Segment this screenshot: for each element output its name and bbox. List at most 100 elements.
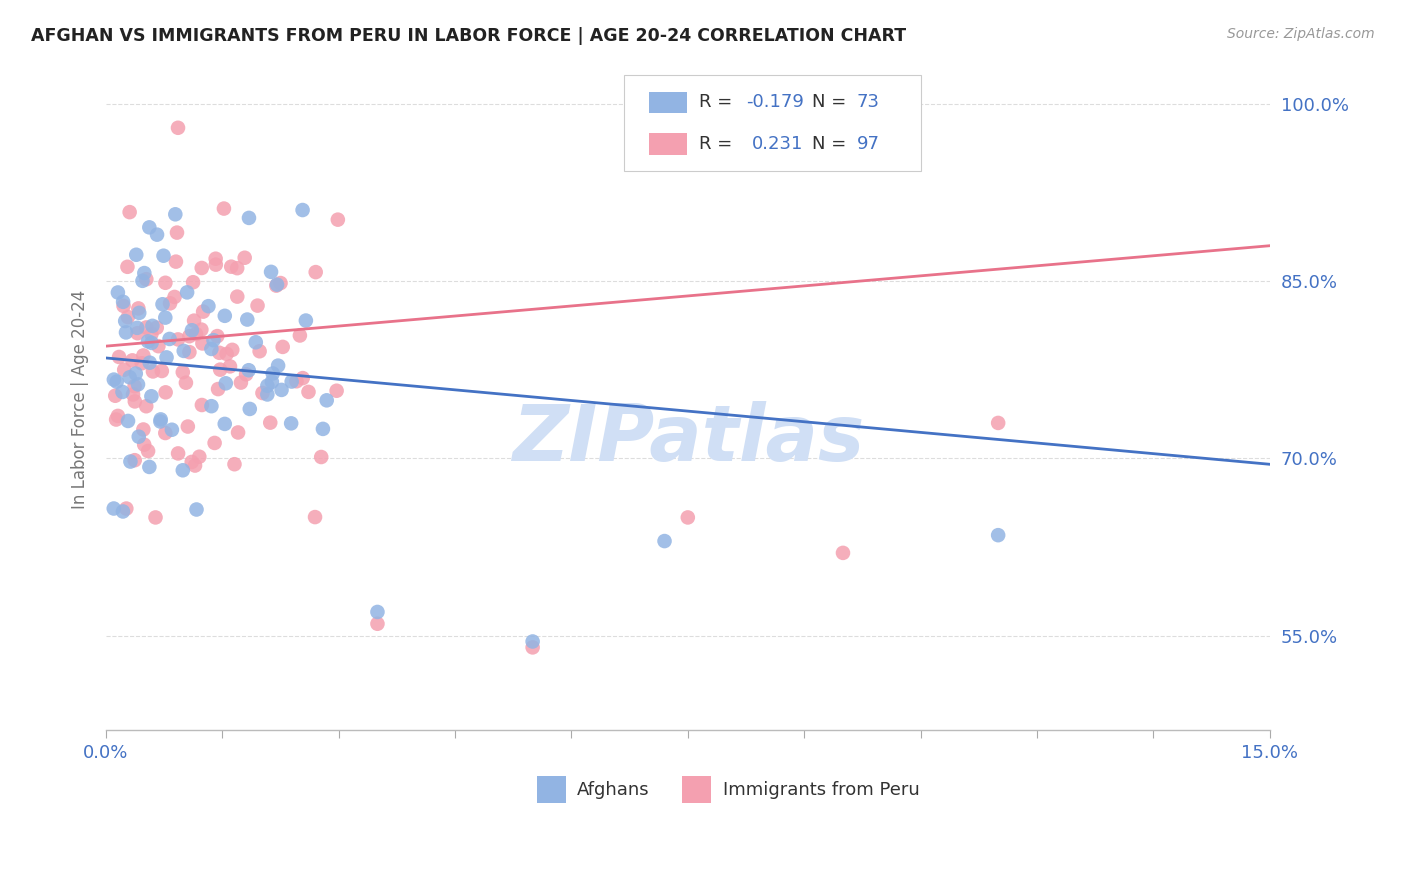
Point	[148, 339, 170, 353]
Point	[107, 285, 129, 300]
Point	[146, 227, 169, 242]
Text: 73: 73	[856, 94, 880, 112]
Point	[108, 350, 131, 364]
Point	[522, 634, 544, 648]
Point	[179, 329, 201, 343]
Point	[246, 299, 269, 313]
Point	[155, 276, 177, 290]
Point	[173, 343, 195, 358]
Point	[117, 260, 139, 274]
Point	[111, 384, 134, 399]
Point	[134, 266, 156, 280]
Point	[150, 364, 173, 378]
Point	[184, 458, 207, 473]
Point	[141, 318, 163, 333]
Point	[141, 327, 163, 342]
Point	[212, 202, 235, 216]
Point	[105, 375, 128, 389]
Point	[676, 510, 699, 524]
Text: N =: N =	[813, 94, 852, 112]
Point	[291, 371, 314, 385]
Point	[167, 333, 190, 347]
Point	[239, 401, 262, 416]
Point	[167, 120, 190, 135]
Point	[118, 205, 141, 219]
Point	[149, 412, 172, 426]
Point	[204, 252, 226, 266]
Point	[166, 226, 188, 240]
Point	[259, 416, 281, 430]
Point	[266, 278, 288, 293]
Point	[207, 382, 229, 396]
Point	[160, 423, 183, 437]
Point	[305, 265, 328, 279]
Point	[107, 409, 129, 423]
Point	[159, 332, 181, 346]
FancyBboxPatch shape	[624, 75, 921, 171]
Point	[183, 313, 205, 327]
Point	[270, 383, 292, 397]
Point	[120, 454, 142, 468]
Point	[132, 422, 155, 436]
Text: -0.179: -0.179	[747, 94, 804, 112]
Point	[238, 363, 260, 377]
Point	[138, 356, 160, 370]
Point	[131, 274, 153, 288]
Point	[186, 502, 208, 516]
Point	[215, 376, 238, 391]
Point	[134, 438, 156, 452]
Point	[245, 335, 267, 350]
Point	[236, 312, 259, 326]
Point	[121, 353, 143, 368]
Point	[167, 446, 190, 460]
Point	[295, 313, 318, 327]
Point	[135, 399, 157, 413]
Point	[285, 374, 308, 388]
Point	[165, 254, 187, 268]
Point	[522, 640, 544, 655]
Text: Afghans: Afghans	[578, 780, 650, 798]
Point	[125, 248, 148, 262]
Point	[155, 310, 177, 325]
Point	[155, 425, 177, 440]
Point	[138, 459, 160, 474]
Point	[256, 387, 278, 401]
Bar	[537, 776, 565, 803]
Point	[221, 343, 243, 357]
Text: Source: ZipAtlas.com: Source: ZipAtlas.com	[1227, 27, 1375, 41]
Point	[233, 251, 256, 265]
Point	[125, 367, 148, 381]
Bar	[650, 133, 686, 154]
Point	[832, 546, 855, 560]
Point	[132, 348, 155, 362]
Point	[252, 386, 274, 401]
Point	[312, 422, 335, 436]
Point	[174, 376, 197, 390]
Point	[987, 416, 1010, 430]
Point	[280, 417, 302, 431]
Point	[131, 356, 153, 370]
Point	[127, 377, 149, 392]
Bar	[682, 776, 711, 803]
Point	[115, 326, 138, 340]
Point	[181, 275, 204, 289]
Point	[179, 345, 201, 359]
Point	[235, 368, 257, 382]
Point	[280, 375, 302, 389]
Text: 97: 97	[856, 135, 880, 153]
Point	[214, 417, 236, 431]
Text: R =: R =	[699, 135, 738, 153]
Point	[103, 373, 125, 387]
Text: 0.231: 0.231	[752, 135, 803, 153]
Point	[215, 347, 238, 361]
Point	[165, 207, 187, 221]
Point	[184, 327, 207, 342]
Point	[105, 412, 128, 426]
Point	[224, 457, 246, 471]
Point	[249, 344, 271, 359]
Point	[226, 425, 249, 440]
Point	[155, 385, 177, 400]
Point	[163, 290, 186, 304]
Point	[200, 342, 222, 356]
Point	[103, 501, 125, 516]
